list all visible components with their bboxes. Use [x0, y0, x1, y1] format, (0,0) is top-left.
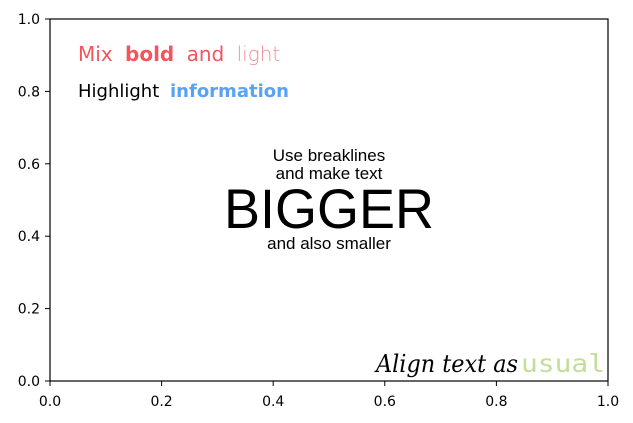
y-tick-label: 1.0: [18, 12, 40, 28]
text-mix: Mix: [78, 42, 113, 66]
annotation-mix-bold-light: Mix bold and light: [78, 42, 280, 66]
y-tick-label: 0.4: [18, 229, 40, 245]
text-information: information: [170, 81, 289, 102]
x-tick-label: 0.6: [374, 394, 396, 410]
y-tick-label: 0.8: [18, 84, 40, 100]
y-tick-label: 0.0: [18, 374, 40, 390]
text-use-breaklines: Use breaklines: [273, 146, 385, 165]
text-make-text: and make text: [276, 164, 383, 183]
text-light: light: [237, 42, 281, 66]
x-tick-label: 0.0: [39, 394, 61, 410]
x-tick-label: 0.2: [150, 394, 172, 410]
text-usual: usual: [521, 349, 605, 378]
x-axis: 0.0 0.2 0.4 0.6 0.8 1.0: [39, 381, 619, 410]
text-bigger: BIGGER: [224, 177, 434, 240]
axes-frame: [49, 18, 609, 382]
text-align-as: Align text as: [374, 350, 518, 378]
x-tick-label: 1.0: [597, 394, 619, 410]
x-tick-label: 0.4: [262, 394, 284, 410]
annotation-highlight: Highlight information: [78, 81, 289, 102]
y-tick-label: 0.2: [18, 302, 40, 318]
text-and: and: [187, 42, 225, 66]
text-highlight: Highlight: [78, 81, 159, 102]
x-tick-label: 0.8: [485, 394, 507, 410]
text-also-smaller: and also smaller: [267, 234, 391, 253]
text-bold: bold: [125, 42, 174, 66]
y-axis: 0.0 0.2 0.4 0.6 0.8 1.0: [18, 12, 50, 390]
y-tick-label: 0.6: [18, 157, 40, 173]
